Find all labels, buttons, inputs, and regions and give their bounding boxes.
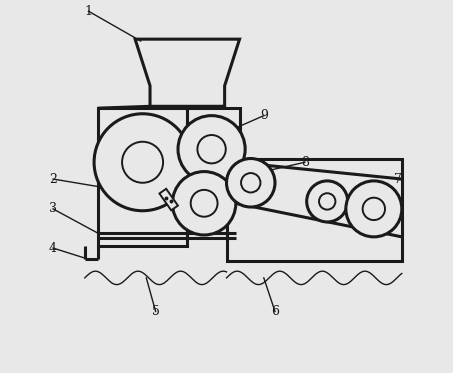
Polygon shape (98, 108, 188, 246)
Text: 4: 4 (49, 242, 57, 254)
Polygon shape (135, 39, 240, 106)
Circle shape (307, 181, 348, 222)
Circle shape (226, 159, 275, 207)
Text: 1: 1 (85, 5, 92, 18)
Circle shape (319, 193, 335, 210)
Text: 2: 2 (49, 173, 57, 185)
Circle shape (363, 198, 385, 220)
Polygon shape (226, 159, 402, 261)
Text: 3: 3 (49, 203, 57, 215)
Circle shape (241, 173, 260, 192)
Text: 6: 6 (271, 305, 279, 318)
Circle shape (94, 114, 191, 211)
Text: 7: 7 (394, 173, 402, 185)
Circle shape (178, 116, 245, 183)
Circle shape (191, 190, 217, 217)
Text: 9: 9 (260, 109, 268, 122)
Bar (159, 189, 178, 210)
Circle shape (346, 181, 402, 237)
Text: 8: 8 (301, 156, 309, 169)
Circle shape (122, 142, 163, 183)
Text: 5: 5 (152, 305, 159, 318)
Circle shape (173, 172, 236, 235)
Circle shape (198, 135, 226, 163)
Polygon shape (188, 108, 240, 145)
